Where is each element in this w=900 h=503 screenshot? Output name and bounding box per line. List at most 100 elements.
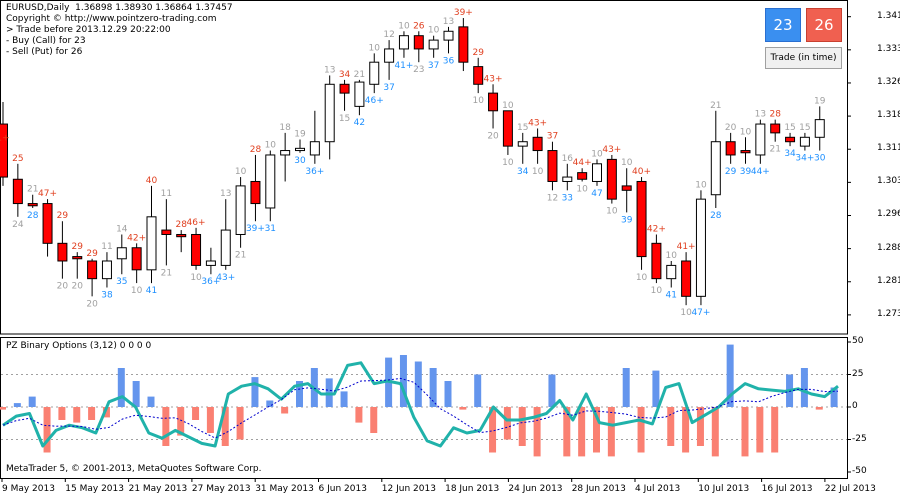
bear-candle: [458, 26, 469, 63]
bear-candle: [0, 123, 8, 178]
candle-bottom-label: 37: [428, 61, 439, 71]
date-axis-label: 31 May 2013: [255, 484, 314, 494]
osc-histogram-bar: [340, 391, 348, 407]
candle-top-label: 28: [250, 145, 262, 155]
osc-histogram-bar: [132, 381, 140, 407]
osc-axis-label: -25: [852, 433, 867, 444]
candle-bottom-label: 20: [487, 131, 499, 141]
date-axis-label: 28 Jun 2013: [571, 484, 626, 494]
candle-top-label: 10: [502, 101, 514, 111]
candle-top-label: 19: [814, 96, 826, 106]
candle-bottom-label: 20: [86, 299, 98, 309]
bull-candle: [324, 83, 335, 143]
price-axis-label: 1.28130: [877, 275, 900, 286]
candle-bottom-label: 10: [680, 308, 692, 318]
candle-top-label: 10: [398, 21, 410, 31]
osc-axis-label: 0: [852, 401, 858, 411]
osc-histogram-bar: [28, 396, 36, 407]
candle-bottom-label: 42: [354, 118, 365, 128]
bull-candle: [116, 247, 127, 260]
trade-in-time-button[interactable]: Trade (in time): [765, 47, 842, 69]
osc-histogram-bar: [266, 400, 274, 407]
bear-candle: [131, 247, 142, 271]
candle-bottom-label: 39: [740, 167, 752, 177]
subwindow-frame: [0, 337, 848, 479]
candle-top-label: 13: [220, 189, 231, 199]
osc-histogram-bar: [147, 396, 155, 407]
osc-axis-label: 25: [852, 368, 864, 379]
osc-histogram-bar: [637, 407, 645, 453]
osc-line: [2, 361, 839, 448]
candle-top-label: 15: [784, 123, 795, 133]
candle-top-label: 10: [740, 127, 752, 137]
osc-histogram-bar: [414, 361, 422, 407]
osc-axis-label: 50: [852, 336, 864, 346]
bear-candle: [502, 110, 513, 147]
signal-line: [2, 377, 839, 439]
bull-candle: [220, 229, 231, 266]
candle-top-label: 19: [294, 130, 306, 140]
call-button[interactable]: 23: [765, 8, 801, 42]
osc-histogram-bar: [800, 368, 808, 407]
candle-top-label: 25: [12, 154, 23, 164]
osc-histogram-bar: [58, 407, 66, 420]
osc-histogram-bar: [518, 407, 526, 446]
osc-histogram-bar: [593, 407, 600, 453]
osc-histogram-bar: [296, 381, 303, 407]
candle-bottom-label: 41: [666, 290, 677, 300]
price-axis-label: 1.33380: [877, 43, 900, 54]
candle-bottom-label: 35: [116, 277, 127, 287]
osc-histogram-bar: [726, 344, 734, 407]
osc-histogram-bar: [399, 355, 407, 407]
osc-histogram-bar: [622, 368, 630, 407]
date-axis-label: 10 Jul 2013: [698, 484, 750, 494]
price-axis-label: 1.31130: [877, 143, 900, 154]
osc-histogram-bar: [370, 407, 378, 433]
date-axis-label: 9 May 2013: [2, 484, 55, 494]
candle-top-label: 29: [86, 249, 98, 259]
candle-bottom-label: 10: [502, 158, 514, 168]
candle-bottom-label: 41+: [394, 61, 413, 71]
candle-bottom-label: 28: [27, 211, 39, 221]
candle-top-label: 28: [175, 220, 187, 230]
osc-histogram-bar: [696, 407, 704, 446]
osc-histogram-bar: [771, 407, 779, 453]
osc-histogram-bar: [43, 407, 51, 453]
candle-bottom-label: 36: [443, 56, 455, 66]
candle-top-label: 18: [279, 123, 291, 133]
candle-bottom-label: 29: [725, 167, 737, 177]
candle-bottom-label: 36+: [305, 167, 324, 177]
candle-top-label: 11: [101, 242, 112, 252]
candle-bottom-label: 33: [562, 193, 573, 203]
bull-candle: [755, 123, 766, 156]
osc-histogram-bar: [756, 407, 764, 453]
candle-top-label: 10: [369, 43, 381, 53]
metatrader-copyright: MetaTrader 5, © 2001-2013, MetaQuotes So…: [6, 464, 262, 474]
candle-top-label: 28: [769, 110, 781, 120]
put-button[interactable]: 26: [806, 8, 842, 42]
candle-bottom-label: 38: [101, 290, 113, 300]
candle-bottom-label: 43+: [216, 273, 235, 283]
bull-candle: [265, 154, 276, 209]
candle-top-label: 40: [146, 176, 158, 186]
candle-bottom-label: 34: [784, 149, 796, 159]
bear-candle: [681, 260, 692, 297]
bull-candle: [384, 48, 395, 63]
copyright-link-text: Copyright © http://www.pointzero-trading…: [6, 14, 217, 24]
candle-bottom-label: 10: [131, 286, 143, 296]
bear-candle: [651, 242, 662, 280]
date-axis-label: 12 Jun 2013: [381, 484, 436, 494]
candle-top-label: 10: [591, 149, 603, 159]
ohlc-values: 1.36898 1.38930 1.36864 1.37457: [75, 3, 233, 13]
osc-axis-label: -50: [852, 466, 867, 476]
date-axis-label: 4 Jul 2013: [635, 484, 681, 494]
candle-top-label: 10: [265, 141, 277, 151]
candle-mid-label: 1+: [0, 134, 10, 144]
price-axis-label: 1.31880: [877, 110, 900, 121]
bear-candle: [87, 260, 98, 280]
bear-candle: [473, 66, 484, 85]
bear-candle: [12, 178, 23, 205]
osc-histogram-bar: [13, 403, 21, 407]
candle-bottom-label: 31: [265, 224, 276, 234]
bear-candle: [339, 83, 350, 94]
